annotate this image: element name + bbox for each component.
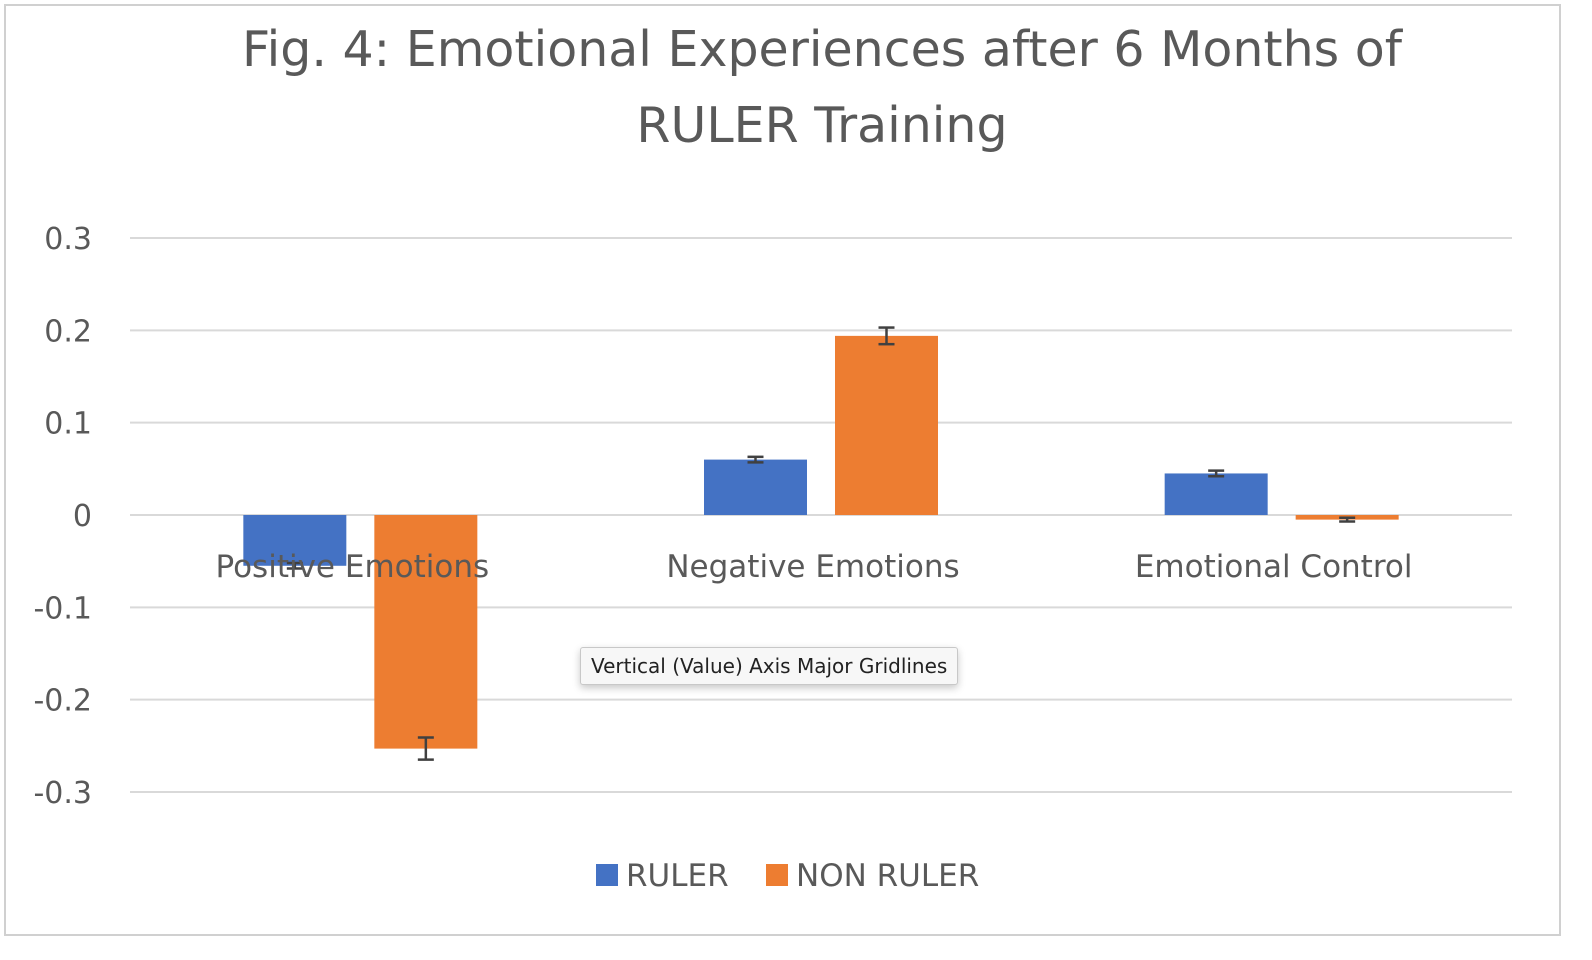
y-tick-label-5: -0.2 — [33, 684, 92, 719]
category-label-2: Emotional Control — [1135, 549, 1413, 585]
y-tick-label-4: -0.1 — [33, 591, 92, 626]
bar-non-ruler-1[interactable] — [835, 335, 938, 515]
legend-label-1: NON RULER — [796, 858, 979, 894]
legend: RULER NON RULER — [596, 858, 979, 894]
chart-title: Fig. 4: Emotional Experiences after 6 Mo… — [242, 21, 1404, 154]
error-bar-non-ruler-2 — [1339, 516, 1356, 523]
gridlines-tooltip: Vertical (Value) Axis Major Gridlines — [580, 647, 959, 685]
y-tick-label-1: 0.2 — [44, 314, 92, 349]
y-tick-label-3: 0 — [73, 499, 92, 534]
gridlines[interactable] — [130, 237, 1512, 793]
bar-ruler-1[interactable] — [704, 459, 807, 515]
legend-item-ruler[interactable]: RULER — [596, 858, 729, 894]
y-tick-label-6: -0.3 — [33, 776, 92, 811]
y-tick-label-2: 0.1 — [44, 407, 92, 442]
chart-title-line-1: Fig. 4: Emotional Experiences after 6 Mo… — [242, 21, 1404, 78]
error-bar-ruler-1 — [747, 455, 764, 464]
y-tick-label-0: 0.3 — [44, 222, 92, 257]
bar-ruler-0[interactable] — [243, 515, 347, 566]
error-bars — [286, 326, 1356, 761]
legend-item-non-ruler[interactable]: NON RULER — [766, 858, 979, 894]
category-label-0: Positive Emotions — [216, 549, 490, 585]
error-bar-non-ruler-1 — [878, 326, 895, 346]
error-bar-non-ruler-0 — [417, 736, 434, 761]
bars — [243, 335, 1399, 749]
error-bar-ruler-2 — [1208, 469, 1225, 478]
legend-swatch-1 — [766, 864, 788, 886]
y-axis-tick-labels: 0.3 0.2 0.1 0 -0.1 -0.2 -0.3 — [33, 222, 92, 811]
bar-ruler-2[interactable] — [1164, 473, 1268, 515]
chart-title-line-2: RULER Training — [636, 97, 1007, 154]
legend-label-0: RULER — [626, 858, 729, 894]
category-labels: Positive Emotions Negative Emotions Emotio… — [216, 549, 1413, 585]
category-label-1: Negative Emotions — [666, 549, 959, 585]
bar-non-ruler-0[interactable] — [374, 515, 478, 749]
legend-swatch-0 — [596, 864, 618, 886]
error-bar-ruler-0 — [286, 561, 303, 570]
